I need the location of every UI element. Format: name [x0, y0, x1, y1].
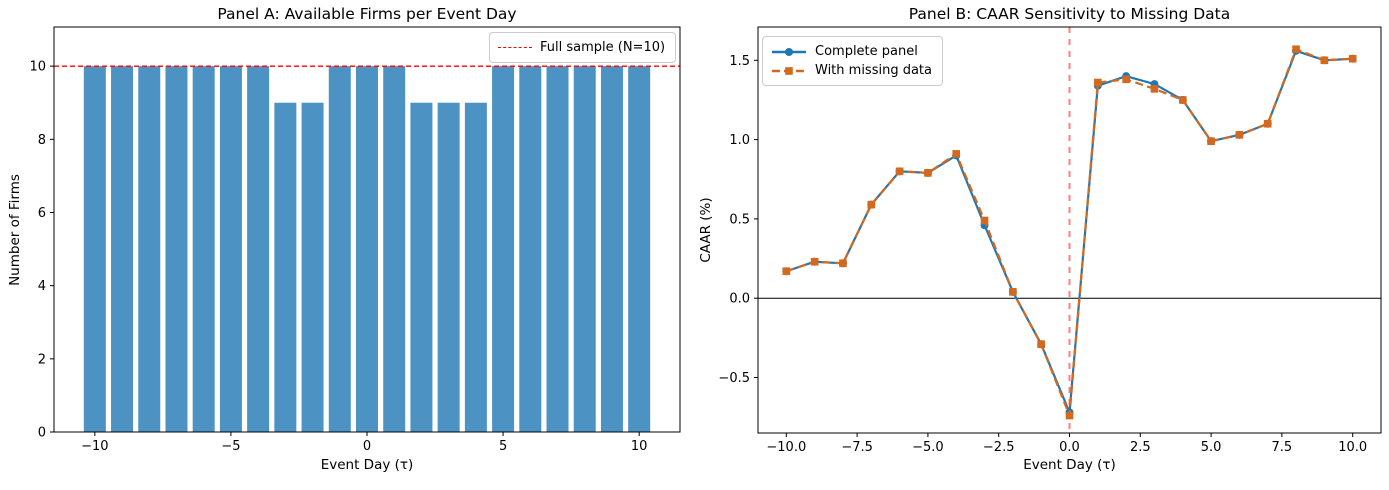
panel-b-legend: Complete panel With missing data	[762, 36, 943, 86]
square-marker	[1348, 54, 1357, 63]
panel-a-legend: Full sample (N=10)	[489, 32, 677, 63]
firms-bar	[165, 66, 188, 433]
legend-entry-complete-panel: Complete panel	[771, 42, 932, 61]
red-dashed-line-swatch	[498, 47, 532, 48]
panel-a-title: Panel A: Available Firms per Event Day	[217, 5, 517, 23]
x-tick-label: 5	[499, 439, 507, 454]
panel-b-yaxis-label: CAAR (%)	[698, 197, 714, 263]
square-marker	[810, 257, 819, 266]
square-marker	[1009, 288, 1017, 296]
square-marker	[1263, 119, 1272, 128]
square-marker	[1178, 96, 1187, 104]
legend-label: With missing data	[815, 63, 932, 78]
square-marker	[1150, 85, 1159, 93]
square-marker	[782, 267, 791, 276]
square-marker	[1037, 340, 1045, 348]
y-tick-label: 4	[38, 279, 46, 294]
x-tick-label: −2.5	[983, 440, 1015, 455]
firms-bar	[383, 66, 406, 433]
y-tick-label: 6	[38, 206, 46, 221]
firms-bar	[356, 66, 378, 433]
x-tick-label: −5.0	[912, 440, 944, 455]
firms-bar	[573, 66, 596, 433]
firms-bar	[219, 66, 242, 433]
square-marker	[1292, 45, 1300, 54]
firms-bar	[628, 66, 651, 433]
square-marker	[1065, 411, 1074, 420]
firms-bar	[492, 66, 515, 433]
square-marker	[895, 167, 904, 176]
y-tick-label: 1.5	[729, 54, 750, 69]
legend-entry-full-sample: Full sample (N=10)	[498, 38, 665, 57]
x-tick-label: −10.0	[766, 440, 806, 455]
firms-bar	[138, 66, 161, 433]
square-marker	[1235, 131, 1244, 139]
square-marker	[839, 259, 847, 268]
x-tick-label: 7.5	[1272, 440, 1293, 455]
x-tick-label: −10	[81, 439, 108, 454]
x-tick-label: 0.0	[1059, 440, 1080, 455]
legend-label: Full sample (N=10)	[540, 40, 666, 55]
firms-bar	[111, 66, 134, 433]
square-marker	[924, 169, 932, 177]
panel-b-title: Panel B: CAAR Sensitivity to Missing Dat…	[908, 5, 1231, 23]
x-tick-label: 2.5	[1130, 440, 1151, 455]
y-tick-label: 0.5	[729, 212, 750, 227]
y-tick-label: 8	[38, 133, 46, 148]
square-marker	[867, 200, 876, 209]
panel-b-xaxis-label: Event Day (τ)	[1023, 457, 1116, 473]
legend-entry-missing-data: With missing data	[771, 61, 932, 80]
y-tick-label: 10	[29, 60, 46, 75]
firms-bar	[519, 66, 542, 433]
y-tick-label: 2	[38, 352, 46, 367]
y-tick-label: −0.5	[718, 371, 750, 386]
square-marker	[980, 216, 989, 225]
x-tick-label: −5	[221, 439, 240, 454]
square-marker	[1122, 75, 1130, 84]
y-tick-label: 0	[38, 426, 46, 441]
swatch-square	[785, 66, 793, 75]
x-tick-label: 0	[363, 439, 371, 454]
square-marker	[1094, 78, 1102, 87]
orange-line-square-swatch	[772, 66, 806, 75]
x-tick-label: 5.0	[1201, 440, 1222, 455]
firms-bar	[328, 66, 351, 433]
x-tick-label: 10.0	[1338, 440, 1367, 455]
square-marker	[952, 150, 961, 158]
square-marker	[1320, 56, 1329, 65]
y-tick-label: 0.0	[729, 292, 750, 307]
firms-bar	[83, 66, 106, 433]
panel-a-yaxis-label: Number of Firms	[7, 174, 23, 286]
firms-bar	[600, 66, 623, 433]
y-tick-label: 1.0	[729, 133, 750, 148]
blue-line-circle-swatch	[772, 47, 806, 56]
x-tick-label: 10	[631, 439, 648, 454]
firms-bar	[247, 66, 270, 433]
panel-a-xaxis-label: Event Day (τ)	[320, 457, 414, 473]
legend-label: Complete panel	[815, 44, 918, 59]
swatch-circle	[785, 47, 793, 56]
square-marker	[1207, 137, 1215, 145]
firms-bar	[410, 102, 433, 433]
firms-bar	[464, 102, 487, 433]
firms-bar	[437, 102, 460, 433]
firms-bar	[301, 102, 324, 433]
firms-bar	[192, 66, 215, 433]
x-tick-label: −7.5	[841, 440, 873, 455]
firms-bar	[274, 102, 297, 433]
firms-bar	[546, 66, 569, 433]
